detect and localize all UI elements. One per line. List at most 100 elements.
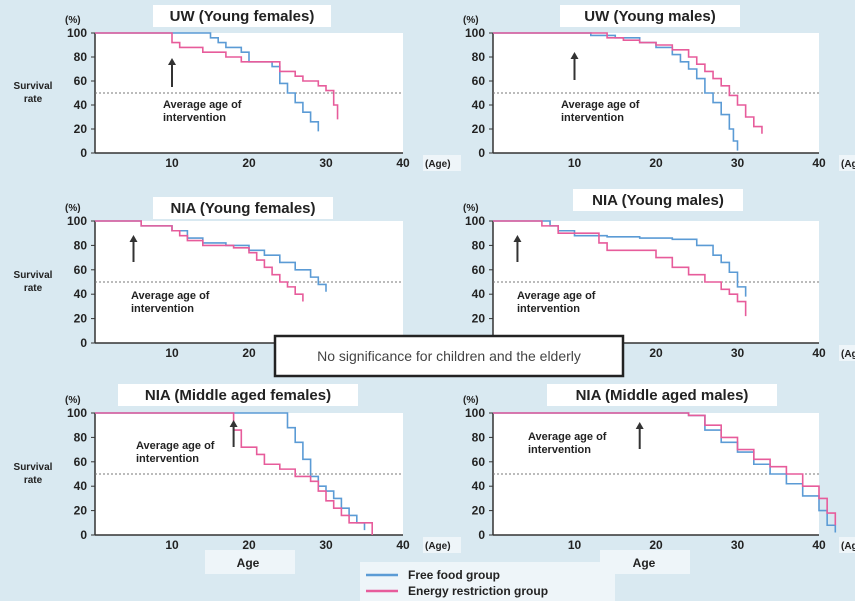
y-axis-label: Survival rate [14, 462, 53, 486]
y-tick-label: 40 [472, 479, 486, 493]
x-axis-label: (Age) [841, 541, 855, 552]
plot-area [493, 33, 819, 153]
x-tick-label: 30 [731, 156, 745, 170]
y-unit-label: (%) [463, 395, 479, 406]
annotation-text: Average age of intervention [561, 99, 640, 124]
x-tick-label: 10 [165, 538, 179, 552]
y-tick-label: 20 [74, 122, 88, 136]
y-axis-label: Survival rate [14, 81, 53, 105]
annotation-text: Average age of intervention [131, 290, 210, 315]
legend-label-free-food: Free food group [408, 568, 500, 582]
x-tick-label: 30 [731, 346, 745, 360]
series-line [95, 412, 366, 531]
y-tick-label: 0 [478, 528, 485, 542]
age-label-left: Age [237, 556, 260, 570]
y-unit-label: (%) [65, 15, 81, 26]
y-tick-label: 20 [472, 504, 486, 518]
intervention-arrow-head [129, 235, 138, 242]
series-line [493, 220, 747, 317]
y-tick-label: 60 [472, 455, 486, 469]
x-tick-label: 10 [568, 538, 582, 552]
chart-title: NIA (Middle aged females) [145, 387, 331, 404]
series-line [95, 220, 304, 302]
y-unit-label: (%) [463, 15, 479, 26]
y-tick-label: 20 [472, 122, 486, 136]
y-unit-label: (%) [65, 395, 81, 406]
chart-title-bg [560, 5, 740, 27]
y-tick-label: 40 [74, 98, 88, 112]
notice-box: No significance for children and the eld… [273, 334, 625, 378]
y-tick-label: 80 [472, 430, 486, 444]
annotation-text: Average age of intervention [136, 440, 215, 465]
y-tick-label: 20 [74, 504, 88, 518]
y-tick-label: 20 [74, 312, 88, 326]
notice-text: No significance for children and the eld… [317, 348, 581, 364]
chart-panel: NIA (Young males)(%)10080604020010203040… [463, 189, 855, 361]
y-tick-label: 40 [74, 287, 88, 301]
y-tick-label: 60 [74, 74, 88, 88]
y-tick-label: 0 [80, 336, 87, 350]
x-axis-label-bg [839, 537, 855, 553]
y-tick-label: 20 [472, 312, 486, 326]
y-tick-label: 0 [80, 146, 87, 160]
y-tick-label: 100 [67, 26, 87, 40]
y-tick-label: 100 [67, 214, 87, 228]
y-tick-label: 100 [465, 406, 485, 420]
x-tick-label: 20 [242, 346, 256, 360]
x-axis-label-bg [423, 537, 461, 553]
x-tick-label: 30 [319, 538, 333, 552]
x-tick-label: 40 [396, 538, 410, 552]
x-tick-label: 10 [165, 156, 179, 170]
y-tick-label: 100 [465, 26, 485, 40]
y-tick-label: 100 [465, 214, 485, 228]
y-tick-label: 60 [74, 455, 88, 469]
plot-area [493, 413, 819, 535]
intervention-arrow-head [635, 422, 644, 429]
intervention-arrow-head [570, 52, 579, 59]
chart-panel: UW (Young females) (%)100 80 60 40 20 0 10 20 30 4… [14, 5, 461, 171]
series-line [493, 32, 763, 134]
x-tick-label: 40 [812, 346, 826, 360]
x-axis-label: (Age) [841, 349, 855, 360]
y-unit-label: (%) [463, 203, 479, 214]
chart-title-bg [153, 197, 333, 219]
chart-title: NIA (Young males) [592, 192, 724, 209]
y-tick-label: 60 [472, 74, 486, 88]
series-line [95, 32, 320, 132]
chart-title-bg [153, 5, 331, 27]
y-tick-label: 40 [74, 479, 88, 493]
chart-title-bg [118, 384, 358, 406]
x-tick-label: 20 [649, 346, 663, 360]
legend-label-energy-restriction: Energy restriction group [408, 584, 548, 598]
y-tick-label: 60 [472, 263, 486, 277]
chart-title-bg [547, 384, 777, 406]
x-axis-label: (Age) [425, 159, 451, 170]
y-tick-label: 80 [74, 50, 88, 64]
x-tick-label: 30 [319, 156, 333, 170]
y-tick-label: 0 [478, 146, 485, 160]
series-line [95, 32, 339, 120]
series-line [493, 412, 837, 526]
chart-title: NIA (Middle aged males) [576, 387, 749, 404]
intervention-arrow-head [168, 58, 176, 65]
x-tick-label: 30 [731, 538, 745, 552]
x-tick-label: 40 [396, 156, 410, 170]
x-axis-label: (Age) [425, 541, 451, 552]
y-tick-label: 60 [74, 263, 88, 277]
legend: Free food group Energy restriction group [360, 562, 615, 601]
y-tick-label: 80 [472, 50, 486, 64]
annotation-text: Average age of intervention [528, 431, 607, 456]
x-tick-label: 20 [649, 538, 663, 552]
series-line [95, 412, 373, 535]
intervention-arrow-head [513, 235, 522, 242]
x-axis-label-bg [839, 155, 855, 171]
y-axis-label: Survival rate [14, 270, 53, 294]
age-label-bg-left [205, 550, 295, 574]
y-tick-label: 80 [74, 430, 88, 444]
series-line [493, 32, 739, 151]
x-tick-label: 40 [812, 538, 826, 552]
y-tick-label: 80 [472, 238, 486, 252]
x-axis-label: (Age) [841, 159, 855, 170]
